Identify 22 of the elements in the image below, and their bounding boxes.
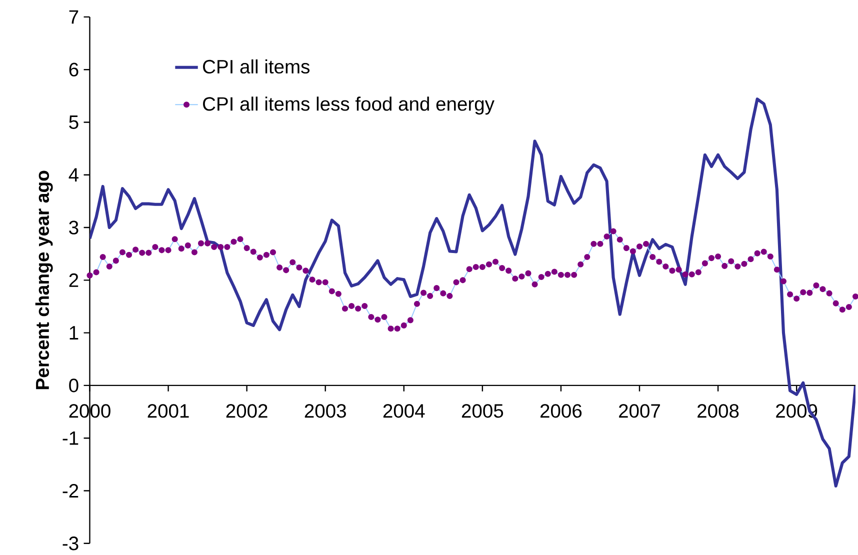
y-tick-label: -1 — [62, 432, 78, 445]
y-tick-label: 2 — [69, 274, 78, 288]
y-tick-label: 1 — [70, 326, 78, 340]
y-tick-label: 4 — [68, 168, 79, 182]
x-tick-label: 2008 — [698, 404, 739, 418]
y-tick-label: 7 — [69, 10, 78, 24]
legend-label: CPI all items less food and energy — [203, 96, 494, 115]
y-tick-label: 0 — [69, 378, 78, 392]
x-tick-label: 2002 — [226, 404, 268, 418]
x-tick-label: 2001 — [148, 404, 189, 418]
x-tick-label: 2005 — [462, 404, 504, 418]
y-tick-label: 6 — [69, 62, 78, 77]
y-tick-label: -3 — [62, 536, 78, 550]
x-tick-label: 2006 — [540, 404, 582, 418]
y-tick-label: 3 — [69, 220, 78, 235]
x-tick-label: 2003 — [304, 404, 346, 418]
y-tick-label: 5 — [69, 116, 78, 130]
x-tick-label: 2004 — [383, 404, 425, 418]
y-tick-label: -2 — [62, 484, 78, 498]
legend-label: CPI all items — [203, 60, 310, 74]
y-axis-title: Percent change year ago — [35, 170, 53, 390]
x-tick-label: 2007 — [619, 404, 660, 418]
